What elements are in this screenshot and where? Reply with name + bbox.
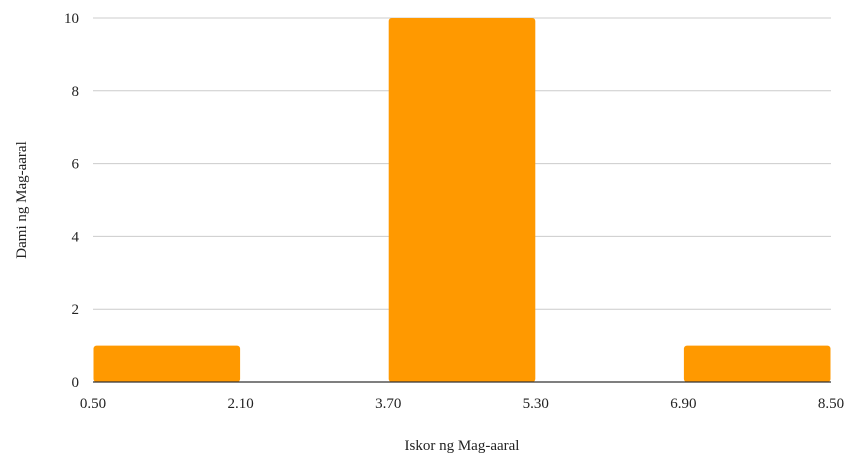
x-tick-labels: 0.50 2.10 3.70 5.30 6.90 8.50 — [80, 396, 844, 412]
y-tick-label: 10 — [64, 11, 79, 27]
bars — [93, 18, 831, 382]
x-axis-title: Iskor ng Mag-aaral — [405, 438, 520, 454]
x-tick-label: 6.90 — [670, 396, 696, 412]
x-tick-label: 5.30 — [523, 396, 549, 412]
y-tick-label: 4 — [72, 229, 80, 245]
y-tick-label: 8 — [72, 84, 80, 100]
histogram-bar — [683, 345, 831, 382]
x-tick-label: 3.70 — [375, 396, 401, 412]
x-tick-label: 8.50 — [818, 396, 844, 412]
x-tick-label: 0.50 — [80, 396, 106, 412]
y-tick-labels: 0 2 4 6 8 10 — [64, 11, 80, 391]
y-axis-title: Dami ng Mag-aaral — [14, 141, 30, 258]
y-tick-label: 0 — [72, 375, 80, 391]
histogram-bar — [388, 18, 536, 382]
x-tick-label: 2.10 — [227, 396, 253, 412]
histogram-bar — [93, 345, 241, 382]
y-tick-label: 6 — [72, 157, 80, 173]
y-tick-label: 2 — [72, 302, 80, 318]
